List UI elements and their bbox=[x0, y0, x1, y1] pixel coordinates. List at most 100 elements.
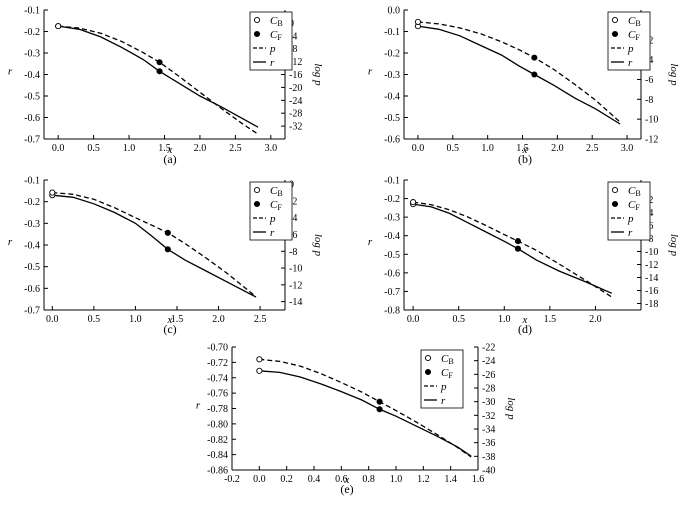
legend-label: CF bbox=[628, 29, 640, 42]
y-left-tick-label: -0.4 bbox=[384, 92, 400, 103]
series-line-p bbox=[417, 21, 621, 123]
point-cf bbox=[164, 246, 171, 253]
y-right-tick-label: -8 bbox=[289, 247, 297, 258]
x-tick-label: 2.0 bbox=[212, 314, 225, 325]
legend-symbol-cf bbox=[424, 368, 432, 376]
y-left-tick-label: -0.3 bbox=[384, 70, 400, 81]
chart-panel: 0.0 0.5 1.0 1.5 2.0 2.5 3.0 0.0 -0.1 -0.2 -0.3 -0.4… bbox=[368, 6, 680, 167]
legend-symbol-cf bbox=[611, 200, 619, 208]
y-left-tick-label: -0.78 bbox=[207, 404, 228, 415]
point-cb bbox=[256, 367, 263, 374]
legend-symbol-cf bbox=[611, 30, 619, 38]
y-right-tick-label: -24 bbox=[289, 96, 302, 107]
chart-panel: -0.2 0.0 0.2 0.4 0.6 0.8 1.0 1.2 1.4 1.6 -0.70 -0.7… bbox=[196, 343, 517, 497]
y-left-tick-label: -0.7 bbox=[384, 287, 400, 298]
y-right-tick-label: -16 bbox=[645, 286, 658, 297]
y-left-tick-label: -0.82 bbox=[207, 435, 228, 446]
y-right-tick-label: -40 bbox=[482, 466, 495, 477]
y-left-tick-label: -0.2 bbox=[24, 197, 40, 208]
y-axis-label-left: r bbox=[368, 236, 373, 248]
y-right-tick-label: -38 bbox=[482, 452, 495, 463]
point-cb bbox=[414, 18, 421, 25]
x-tick-label: 1.5 bbox=[158, 143, 171, 154]
y-left-tick-label: -0.72 bbox=[207, 358, 228, 369]
series-line-r bbox=[413, 203, 613, 294]
x-tick-label: 1.5 bbox=[516, 143, 529, 154]
point-cb bbox=[256, 356, 263, 363]
legend-label: CF bbox=[270, 199, 282, 212]
legend-label: r bbox=[628, 57, 633, 69]
legend-symbol-cb bbox=[424, 354, 432, 362]
y-right-tick-label: -18 bbox=[645, 299, 658, 310]
y-left-tick-label: -0.2 bbox=[384, 49, 400, 60]
chart-panel: 0.0 0.5 1.0 1.5 2.0 2.5 3.0 -0.1 -0.2 -0.3 -0.4 -0.… bbox=[8, 6, 324, 167]
series-line-p bbox=[52, 191, 257, 298]
y-left-tick-label: -0.3 bbox=[24, 219, 40, 230]
y-right-tick-label: -30 bbox=[482, 397, 495, 408]
legend-label: CF bbox=[628, 199, 640, 212]
x-tick-label: 1.6 bbox=[472, 474, 485, 485]
y-right-tick-label: -14 bbox=[645, 273, 658, 284]
x-tick-label: 0.6 bbox=[335, 474, 348, 485]
x-tick-label: 0.0 bbox=[253, 474, 266, 485]
x-tick-label: 1.5 bbox=[171, 314, 184, 325]
series-line-r bbox=[52, 194, 257, 298]
x-axis-label: x bbox=[522, 314, 528, 326]
y-left-tick-label: -0.6 bbox=[24, 284, 40, 295]
y-axis-label-left: r bbox=[196, 400, 201, 412]
y-right-tick-label: -32 bbox=[289, 122, 302, 133]
series-line-r bbox=[417, 25, 621, 125]
y-left-tick-label: -0.4 bbox=[24, 70, 40, 81]
series-line-p bbox=[413, 201, 613, 298]
x-axis-label: x bbox=[522, 144, 528, 156]
legend-label: CF bbox=[441, 367, 453, 380]
point-cf bbox=[376, 406, 383, 413]
y-left-tick-label: -0.4 bbox=[24, 241, 40, 252]
legend-label: p bbox=[627, 43, 634, 55]
y-right-tick-label: -12 bbox=[289, 280, 302, 291]
x-axis-label: x bbox=[167, 144, 173, 156]
y-right-tick-label: -22 bbox=[482, 343, 495, 354]
y-left-tick-label: -0.3 bbox=[384, 213, 400, 224]
point-cf bbox=[376, 398, 383, 405]
point-cf bbox=[514, 245, 521, 252]
x-tick-label: 1.0 bbox=[129, 314, 142, 325]
y-left-tick-label: -0.5 bbox=[384, 250, 400, 261]
y-left-tick-label: -0.86 bbox=[207, 466, 228, 477]
series-line-r bbox=[58, 25, 259, 128]
y-left-tick-label: -0.7 bbox=[24, 306, 40, 317]
y-right-tick-label: -32 bbox=[482, 411, 495, 422]
y-axis-label-right: log p bbox=[312, 63, 324, 86]
point-cb bbox=[55, 23, 62, 30]
x-tick-label: 0.0 bbox=[52, 143, 65, 154]
series-line-p bbox=[58, 25, 259, 135]
panel-label: (a) bbox=[163, 152, 176, 166]
y-left-tick-label: -0.6 bbox=[384, 135, 400, 146]
x-tick-label: 0.5 bbox=[87, 143, 100, 154]
y-right-tick-label: -26 bbox=[482, 370, 495, 381]
x-tick-label: 2.5 bbox=[254, 314, 267, 325]
x-tick-label: 2.0 bbox=[589, 314, 602, 325]
y-left-tick-label: -0.5 bbox=[384, 113, 400, 124]
series-line-r bbox=[259, 370, 472, 457]
x-tick-label: 1.2 bbox=[417, 474, 430, 485]
y-left-tick-label: -0.2 bbox=[384, 194, 400, 205]
x-tick-label: 1.0 bbox=[481, 143, 494, 154]
x-tick-label: 0.0 bbox=[46, 314, 59, 325]
y-right-tick-label: -20 bbox=[289, 83, 302, 94]
y-right-tick-label: -24 bbox=[482, 356, 495, 367]
y-left-tick-label: -0.5 bbox=[24, 92, 40, 103]
y-right-tick-label: -4 bbox=[289, 213, 297, 224]
point-cf bbox=[531, 54, 538, 61]
y-left-tick-label: -0.6 bbox=[384, 268, 400, 279]
y-right-tick-label: -28 bbox=[482, 384, 495, 395]
y-right-tick-label: -14 bbox=[289, 297, 302, 308]
x-tick-label: -0.2 bbox=[224, 474, 240, 485]
x-tick-label: 1.0 bbox=[390, 474, 403, 485]
chart-panel: 0.0 0.5 1.0 1.5 2.0 -0.1 -0.2 -0.3 -0.4 -0.5 -0.6 -… bbox=[368, 176, 680, 337]
legend-label: r bbox=[270, 57, 275, 69]
